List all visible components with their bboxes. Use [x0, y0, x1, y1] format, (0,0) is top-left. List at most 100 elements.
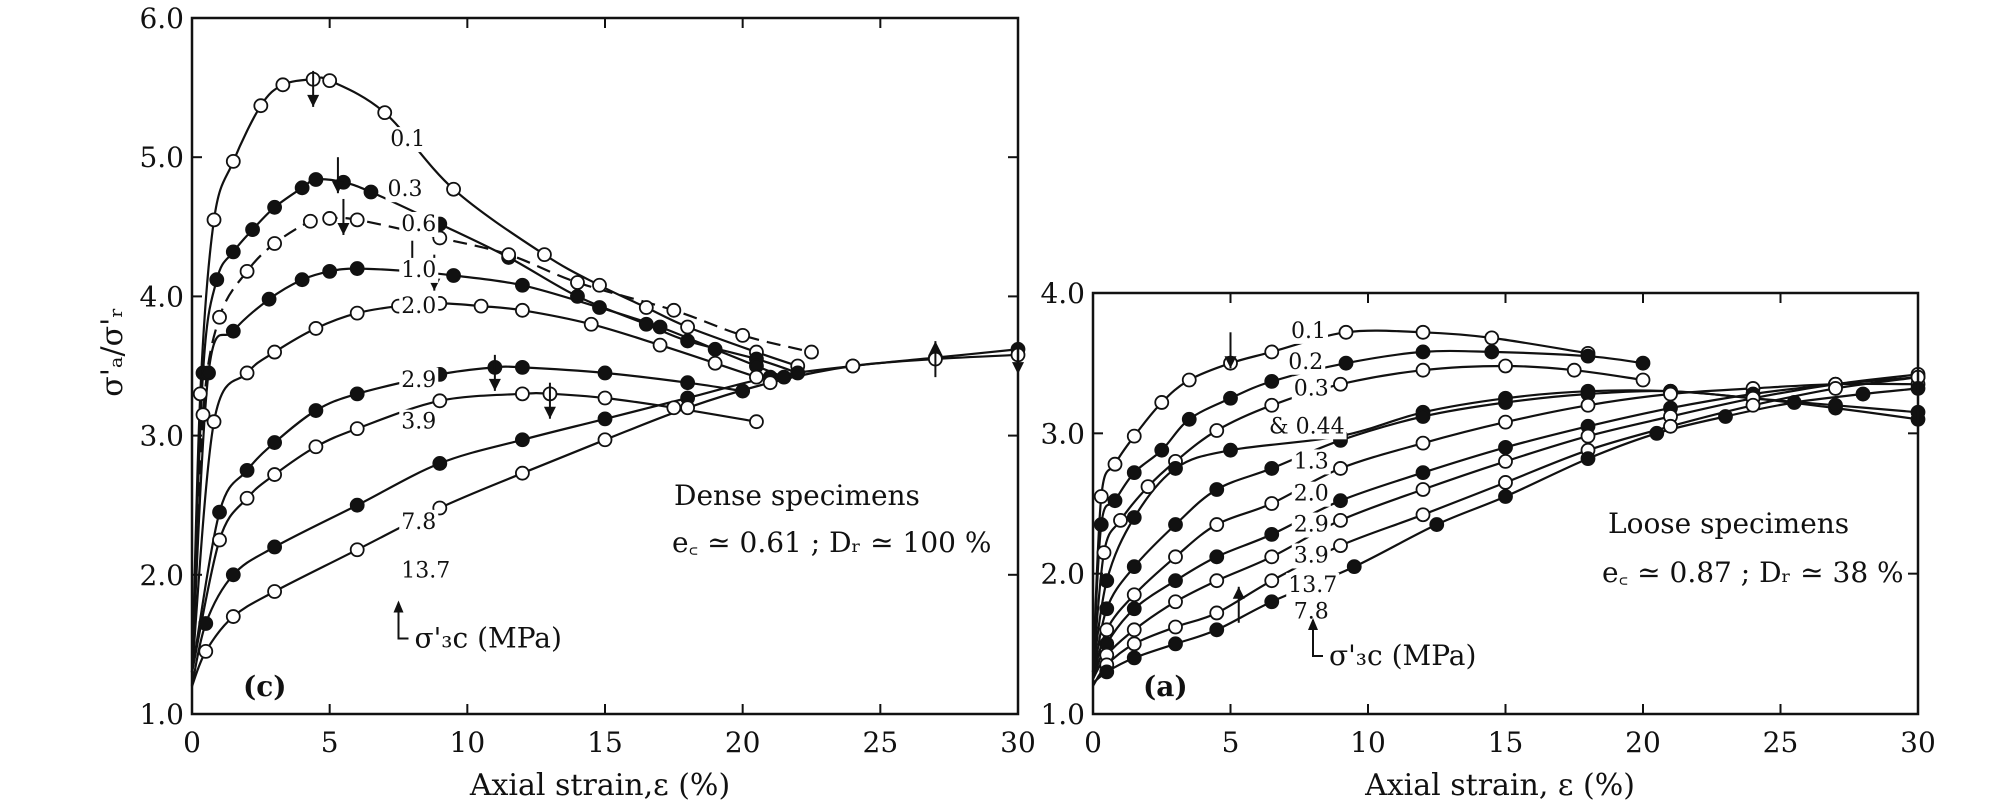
dense-point-1-0-4 [294, 272, 310, 288]
dense-x-tick-label-25: 25 [863, 726, 899, 759]
dense-point-0-6-4 [267, 236, 283, 251]
dense-y-tick-label-1-0: 1.0 [139, 698, 184, 731]
dense-point-0-3-2 [209, 272, 225, 288]
loose-point-2-9-4 [1209, 549, 1225, 565]
dense-annotation-title: Dense specimens [674, 479, 920, 512]
loose-point-7-8-11 [1718, 409, 1733, 424]
loose-x-axis-label: Axial strain, ε (%) [1364, 768, 1635, 803]
loose-point-0-2-7 [1264, 374, 1280, 389]
loose-point-3-9-7 [1415, 482, 1431, 497]
loose-point-2-0-7 [1415, 435, 1431, 451]
dense-point-3-9-4 [308, 439, 324, 455]
loose-point-0-1-3 [1126, 428, 1142, 444]
loose-point-0-2-8 [1338, 355, 1354, 371]
dense-point-0-1-5 [275, 77, 291, 93]
dense-curve-label-bg-0-3 [385, 177, 425, 203]
loose-point-2-9-8 [1498, 439, 1513, 455]
loose-point-2-0-1 [1099, 622, 1115, 638]
dense-point-13-7-9 [762, 375, 778, 391]
dense-point-2-0-2 [239, 365, 255, 381]
loose-point-3-9-3 [1168, 594, 1183, 610]
loose-curve-0-1 [1091, 329, 1589, 672]
dense-point-2-9-2 [239, 462, 255, 478]
dense-point-0-3-6 [294, 180, 310, 196]
dense-point-0-1-11 [592, 277, 607, 293]
loose-point-3-9-2 [1126, 622, 1142, 638]
loose-panel: 0 5 10 15 20 25 30 1.0 2.0 3.0 4.0 0.1 0.20.3 & 0.44… [1040, 277, 1935, 803]
loose-point-0-3-7 [1333, 376, 1348, 392]
loose-point-2-9-6 [1333, 493, 1348, 509]
loose-curve-labels: 0.1 0.20.3 & 0.44 1.3 2.0 2.9 3.9 13.77.8 [1267, 318, 1347, 625]
loose-curve-label-2-9: 2.9 [1294, 513, 1329, 538]
dense-point-3-9-6 [432, 393, 448, 409]
loose-x-tick-label-20: 20 [1625, 726, 1661, 759]
loose-curve-label-7-8: 7.8 [1294, 600, 1329, 625]
dense-point-2-0-10 [583, 316, 599, 332]
dense-point-0-6-12 [735, 327, 751, 343]
loose-pressure-label: σ'₃c (MPa) [1329, 639, 1476, 672]
loose-point-2-0-3 [1168, 549, 1183, 565]
loose-point-0-3-2 [1113, 512, 1128, 528]
dense-point-2-9-5 [349, 386, 365, 402]
dense-curve-label-3-9: 3.9 [401, 410, 436, 435]
dense-point-0-3-5 [267, 199, 283, 215]
dense-point-0-3-4 [245, 222, 260, 237]
dense-curve-label-0-1: 0.1 [390, 127, 425, 152]
dense-curve-0-3 [190, 178, 799, 673]
loose-point-0-3-3 [1140, 479, 1156, 495]
loose-point-0-2-12 [1635, 355, 1651, 371]
dense-curve-label-bg-0-6 [399, 211, 439, 237]
dense-x-tick-label-10: 10 [450, 726, 486, 759]
loose-point-2-0-5 [1264, 496, 1280, 511]
dense-point-0-6-1 [195, 407, 211, 423]
dense-point-7-8-6 [515, 432, 530, 448]
loose-point-7-8-5 [1264, 594, 1280, 610]
dense-point-1-0-1 [201, 365, 216, 381]
loose-point-2-0-10 [1663, 386, 1678, 402]
dense-annotation-params: e꜀ ≃ 0.61 ; Dᵣ ≃ 100 % [672, 526, 991, 559]
loose-annotation-title: Loose specimens [1608, 507, 1849, 540]
dense-x-tick-label-5: 5 [321, 726, 339, 759]
dense-point-1-0-8 [446, 268, 461, 283]
loose-point-7-8-12 [1786, 395, 1802, 410]
dense-point-0-3-13 [638, 316, 654, 332]
dense-point-0-1-12 [638, 300, 654, 315]
loose-point-7-8-8 [1498, 489, 1513, 504]
dense-curve-label-bg-13-7 [399, 558, 453, 584]
loose-point-0-1-5 [1181, 372, 1197, 388]
dense-x-tick-label-30: 30 [1000, 726, 1036, 759]
dense-point-1-0-5 [322, 263, 338, 279]
loose-ticks: 0 5 10 15 20 25 30 1.0 2.0 3.0 4.0 [1040, 277, 1935, 759]
dense-peak-arrow-head-2 [337, 222, 350, 235]
dense-point-13-7-7 [597, 432, 613, 448]
dense-pressure-arrowhead [393, 600, 404, 613]
loose-point-2-9-5 [1264, 526, 1280, 542]
dense-point-0-6-5 [302, 213, 318, 229]
dense-curve-label-bg-7-8 [399, 509, 439, 535]
dense-point-0-6-9 [501, 247, 517, 263]
dense-point-0-1-8 [377, 105, 393, 121]
dense-point-2-9-3 [267, 435, 283, 450]
loose-point-0-2-3 [1126, 465, 1142, 481]
dense-curves [190, 76, 1019, 687]
loose-y-tick-label-2-0: 2.0 [1040, 558, 1085, 591]
loose-peak-arrow-head-1 [1232, 586, 1245, 599]
loose-point-1-3-1 [1099, 601, 1115, 617]
loose-point-3-9-6 [1333, 512, 1348, 528]
loose-point-3-9-9 [1580, 428, 1596, 444]
loose-point-2-0-9 [1580, 397, 1596, 413]
loose-x-tick-label-10: 10 [1350, 726, 1386, 759]
loose-point-0-2-9 [1415, 344, 1431, 360]
dense-point-2-9-8 [515, 359, 530, 375]
dense-curve-label-2-0: 2.0 [401, 294, 436, 319]
loose-point-2-9-2 [1126, 601, 1142, 617]
loose-point-0-1-4 [1154, 395, 1170, 410]
loose-curve-label-bg-2-0 [1291, 481, 1331, 507]
loose-point-7-8-10 [1649, 425, 1665, 441]
loose-point-0-2-11 [1580, 348, 1596, 364]
dense-point-2-9-1 [212, 504, 227, 520]
dense-point-2-0-13 [749, 369, 764, 385]
dense-point-7-8-5 [432, 456, 448, 471]
loose-curve-label-bg-0-44 [1267, 414, 1347, 440]
loose-point-7-8-13 [1855, 386, 1871, 402]
